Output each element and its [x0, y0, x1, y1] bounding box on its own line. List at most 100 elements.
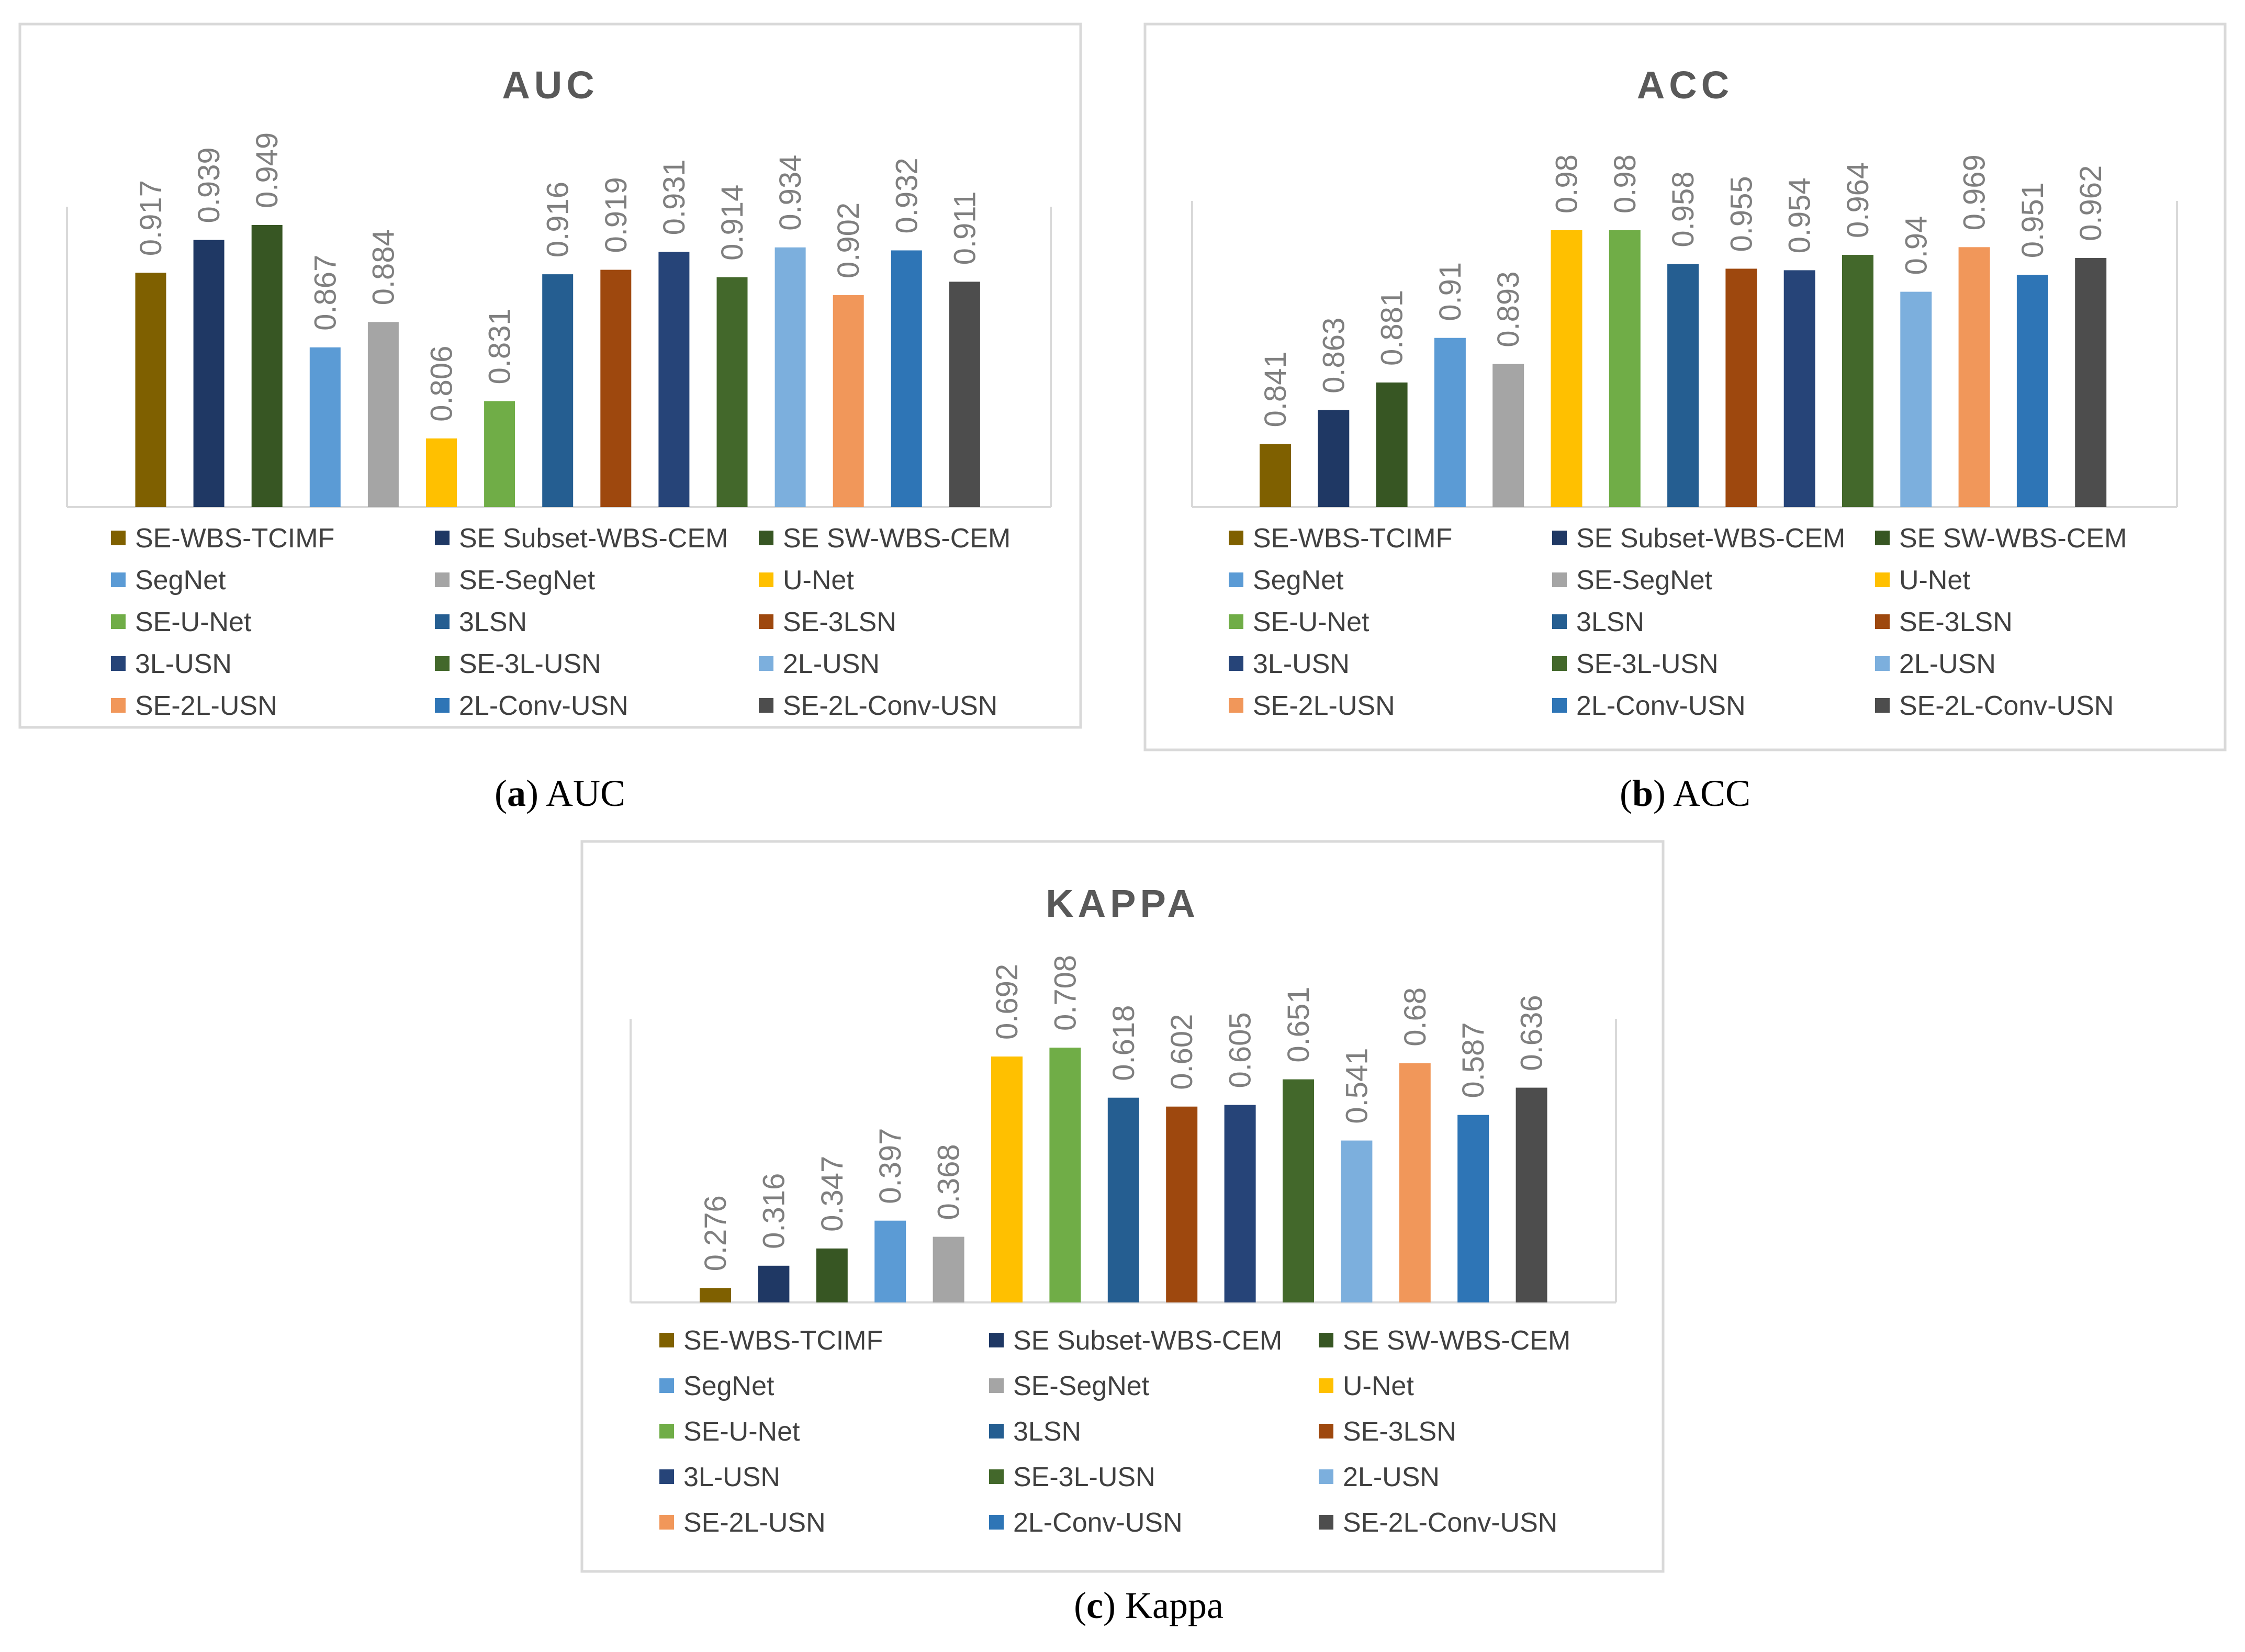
- value-label-se-segnet: 0.368: [932, 1144, 966, 1220]
- bar-se-3lsn: [1166, 1106, 1198, 1302]
- legend-swatch-3l-usn: [111, 656, 126, 671]
- legend-label-se-2l-usn: SE-2L-USN: [135, 691, 277, 721]
- legend-swatch-se-3lsn: [1875, 614, 1890, 629]
- legend-swatch-3l-usn: [1229, 656, 1243, 671]
- value-label-se-sw-wbs-cem: 0.881: [1375, 290, 1409, 366]
- legend-swatch-se-3l-usn: [989, 1469, 1004, 1484]
- bar-2l-conv-usn: [1457, 1115, 1489, 1302]
- value-label-segnet: 0.397: [873, 1128, 907, 1204]
- caption-close-paren: ): [526, 772, 546, 814]
- legend-label-3lsn: 3LSN: [459, 607, 527, 637]
- bar-3l-usn: [658, 252, 690, 507]
- value-label-3lsn: 0.916: [541, 182, 575, 257]
- bar-se-subset-wbs-cem: [1318, 410, 1350, 507]
- legend-label-se-wbs-tcimf: SE-WBS-TCIMF: [683, 1325, 883, 1356]
- legend-label-u-net: U-Net: [1899, 565, 1970, 595]
- legend-swatch-se-3lsn: [1319, 1424, 1333, 1439]
- legend: SE-WBS-TCIMF SE Subset-WBS-CEM SE SW-WBS-C…: [659, 1325, 1570, 1538]
- bar-se-u-net: [484, 401, 515, 507]
- legend-swatch-se-3l-usn: [1552, 656, 1567, 671]
- legend-swatch-se-u-net: [1229, 614, 1243, 629]
- bar-se-subset-wbs-cem: [758, 1265, 790, 1302]
- legend-label-se-u-net: SE-U-Net: [135, 607, 252, 637]
- legend: SE-WBS-TCIMF SE Subset-WBS-CEM SE SW-WBS-C…: [1229, 523, 2127, 721]
- value-label-u-net: 0.98: [1550, 154, 1584, 213]
- value-label-segnet: 0.867: [308, 255, 342, 331]
- bar-2l-conv-usn: [891, 250, 922, 507]
- legend-swatch-2l-usn: [1875, 656, 1890, 671]
- legend-label-se-3lsn: SE-3LSN: [783, 607, 896, 637]
- legend-swatch-se-u-net: [111, 614, 126, 629]
- bar-se-2l-conv-usn: [1516, 1087, 1547, 1302]
- value-label-2l-usn: 0.541: [1340, 1048, 1374, 1123]
- caption-close-paren: ): [1103, 1584, 1125, 1626]
- caption-letter: a: [507, 772, 526, 814]
- caption-open-paren: (: [1620, 772, 1632, 814]
- value-label-2l-usn: 0.934: [773, 155, 807, 231]
- legend-label-2l-conv-usn: 2L-Conv-USN: [459, 691, 628, 721]
- bar-se-sw-wbs-cem: [1376, 382, 1408, 507]
- bar-se-wbs-tcimf: [135, 273, 166, 507]
- chart-title: ACC: [1637, 63, 1733, 107]
- bar-se-wbs-tcimf: [700, 1288, 731, 1302]
- caption-acc: (b) ACC: [1620, 772, 1750, 814]
- legend-label-3l-usn: 3L-USN: [1253, 649, 1350, 679]
- legend-swatch-se-2l-usn: [111, 698, 126, 713]
- bar-se-subset-wbs-cem: [193, 240, 224, 507]
- legend-swatch-se-segnet: [1552, 572, 1567, 587]
- legend-label-se-wbs-tcimf: SE-WBS-TCIMF: [1253, 523, 1452, 554]
- caption-text: Kappa: [1125, 1584, 1223, 1626]
- value-label-se-segnet: 0.884: [366, 229, 400, 305]
- value-label-se-segnet: 0.893: [1491, 272, 1525, 347]
- legend-swatch-se-2l-conv-usn: [1875, 698, 1890, 713]
- bar-se-3lsn: [600, 269, 632, 507]
- bar-u-net: [1551, 230, 1582, 507]
- value-label-se-2l-conv-usn: 0.911: [948, 192, 982, 265]
- legend-swatch-2l-usn: [1319, 1469, 1333, 1484]
- legend-swatch-se-segnet: [435, 572, 450, 587]
- legend-swatch-se-2l-conv-usn: [759, 698, 773, 713]
- caption-kappa: (c) Kappa: [1074, 1584, 1223, 1626]
- legend-swatch-se-wbs-tcimf: [111, 531, 126, 545]
- legend-swatch-se-wbs-tcimf: [659, 1333, 674, 1347]
- legend-swatch-3lsn: [1552, 614, 1567, 629]
- legend-label-se-2l-usn: SE-2L-USN: [1253, 691, 1395, 721]
- value-label-se-3lsn: 0.602: [1165, 1014, 1199, 1090]
- bar-2l-usn: [774, 247, 806, 507]
- legend-label-2l-usn: 2L-USN: [1899, 649, 1996, 679]
- bar-se-sw-wbs-cem: [816, 1248, 848, 1302]
- legend-swatch-se-sw-wbs-cem: [1875, 531, 1890, 545]
- caption-open-paren: (: [1074, 1584, 1086, 1626]
- caption-auc: (a) AUC: [495, 772, 625, 814]
- legend-swatch-se-u-net: [659, 1424, 674, 1439]
- value-label-se-2l-usn: 0.68: [1398, 987, 1432, 1047]
- value-label-se-sw-wbs-cem: 0.347: [815, 1156, 849, 1232]
- legend-swatch-se-segnet: [989, 1378, 1004, 1393]
- value-label-3lsn: 0.618: [1107, 1005, 1141, 1081]
- legend-label-se-segnet: SE-SegNet: [1013, 1371, 1150, 1401]
- legend-label-3lsn: 3LSN: [1013, 1417, 1081, 1447]
- legend-swatch-segnet: [659, 1378, 674, 1393]
- bar-2l-usn: [1900, 291, 1932, 507]
- value-label-2l-conv-usn: 0.932: [890, 158, 924, 233]
- bar-se-3lsn: [1725, 268, 1757, 507]
- legend-label-3lsn: 3LSN: [1576, 607, 1644, 637]
- legend-label-se-2l-conv-usn: SE-2L-Conv-USN: [1343, 1508, 1557, 1538]
- bar-u-net: [991, 1057, 1023, 1302]
- legend-swatch-3lsn: [435, 614, 450, 629]
- legend-swatch-se-2l-conv-usn: [1319, 1515, 1333, 1530]
- legend-label-segnet: SegNet: [135, 565, 226, 595]
- legend-label-se-3l-usn: SE-3L-USN: [1013, 1462, 1155, 1492]
- value-label-segnet: 0.91: [1433, 262, 1467, 321]
- legend-label-se-u-net: SE-U-Net: [1253, 607, 1370, 637]
- value-label-se-2l-conv-usn: 0.636: [1515, 995, 1549, 1071]
- value-label-se-2l-conv-usn: 0.962: [2074, 165, 2108, 241]
- bar-se-2l-conv-usn: [949, 282, 980, 507]
- chart-title: AUC: [502, 63, 598, 107]
- bar-se-3l-usn: [1842, 255, 1873, 507]
- bar-se-u-net: [1049, 1048, 1081, 1302]
- value-label-3l-usn: 0.954: [1783, 177, 1817, 253]
- bar-se-3l-usn: [1283, 1079, 1314, 1302]
- value-label-se-subset-wbs-cem: 0.863: [1317, 318, 1351, 394]
